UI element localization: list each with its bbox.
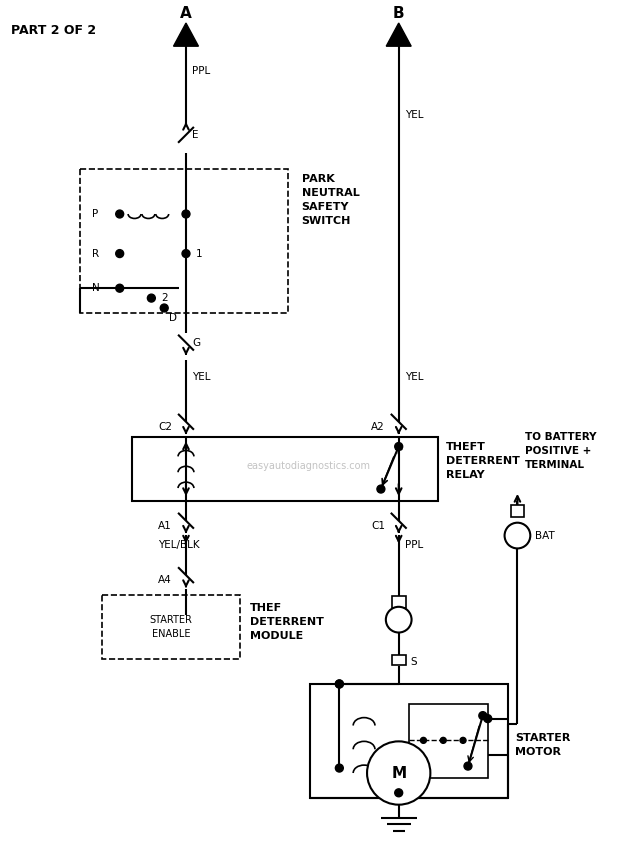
Text: G: G (192, 337, 200, 348)
Text: 1: 1 (196, 248, 203, 258)
Text: BAT: BAT (535, 530, 555, 541)
Text: R: R (92, 248, 99, 258)
Circle shape (377, 485, 385, 493)
Bar (310, 684, 507, 798)
Circle shape (336, 680, 344, 688)
Text: easyautodiagnostics.com: easyautodiagnostics.com (247, 462, 371, 471)
Circle shape (182, 210, 190, 218)
Circle shape (148, 294, 155, 302)
Circle shape (460, 738, 466, 744)
Bar (132, 437, 438, 501)
Text: M: M (391, 766, 406, 780)
Circle shape (386, 607, 412, 632)
Text: E: E (192, 130, 198, 140)
Bar (392, 655, 405, 666)
Circle shape (504, 523, 530, 548)
Polygon shape (386, 23, 411, 46)
Circle shape (367, 741, 430, 805)
Circle shape (336, 680, 344, 688)
Circle shape (479, 711, 487, 720)
Text: P: P (92, 209, 98, 219)
Text: 2: 2 (161, 293, 168, 303)
Text: YEL: YEL (405, 372, 423, 382)
Text: A1: A1 (158, 521, 172, 530)
Text: THEFT
DETERRENT
RELAY: THEFT DETERRENT RELAY (446, 441, 520, 479)
Text: PPL: PPL (192, 65, 210, 76)
Circle shape (420, 738, 426, 744)
Circle shape (395, 443, 403, 451)
Text: YEL/BLK: YEL/BLK (158, 541, 200, 551)
Text: C2: C2 (158, 422, 172, 432)
Circle shape (395, 789, 403, 796)
Text: STARTER
ENABLE: STARTER ENABLE (150, 615, 193, 638)
Text: D: D (169, 313, 177, 323)
Bar (408, 704, 488, 778)
Text: A: A (180, 6, 192, 21)
Text: THEF
DETERRENT
MODULE: THEF DETERRENT MODULE (250, 603, 324, 641)
Circle shape (116, 284, 124, 292)
Circle shape (464, 762, 472, 770)
Text: PARK
NEUTRAL
SAFETY
SWITCH: PARK NEUTRAL SAFETY SWITCH (302, 174, 360, 226)
Text: B: B (393, 6, 405, 21)
Text: PPL: PPL (405, 541, 423, 551)
Text: A2: A2 (371, 422, 385, 432)
Text: A4: A4 (158, 575, 172, 585)
Text: STARTER
MOTOR: STARTER MOTOR (515, 734, 571, 757)
Circle shape (336, 764, 344, 772)
Polygon shape (174, 23, 198, 46)
Bar (510, 505, 524, 517)
Text: YEL: YEL (405, 110, 423, 120)
Circle shape (484, 715, 492, 722)
Bar (392, 596, 405, 608)
Circle shape (116, 250, 124, 258)
Text: S: S (410, 657, 417, 667)
Text: YEL: YEL (192, 372, 210, 382)
Text: PART 2 OF 2: PART 2 OF 2 (11, 24, 96, 37)
Text: N: N (92, 283, 99, 293)
Text: C1: C1 (371, 521, 385, 530)
Circle shape (160, 304, 168, 312)
Circle shape (116, 210, 124, 218)
Circle shape (182, 250, 190, 258)
Text: TO BATTERY
POSITIVE +
TERMINAL: TO BATTERY POSITIVE + TERMINAL (525, 432, 597, 470)
Circle shape (440, 738, 446, 744)
